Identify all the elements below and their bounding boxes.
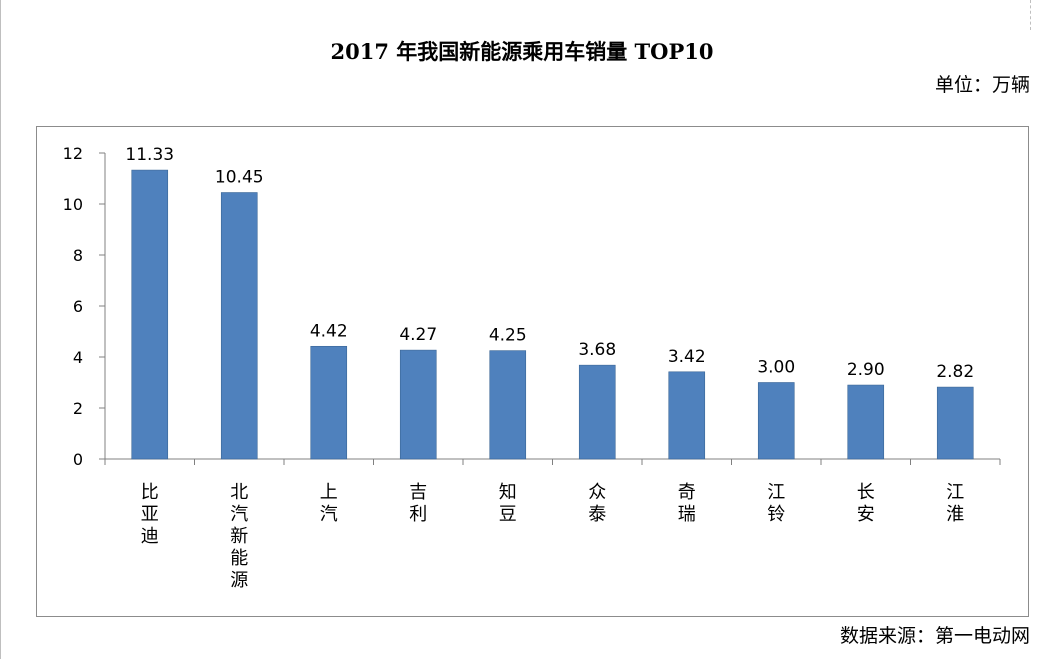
bar: [310, 345, 348, 460]
y-tick-label: 2: [73, 399, 83, 418]
category-label: 吉利: [409, 482, 427, 525]
bar: [757, 382, 795, 460]
bar: [668, 371, 706, 460]
value-label: 4.25: [489, 326, 527, 346]
bar: [847, 384, 885, 460]
value-label: 2.90: [847, 360, 885, 380]
bar: [578, 364, 616, 460]
value-label: 2.82: [936, 362, 974, 382]
value-label: 3.42: [668, 347, 706, 367]
value-label: 4.27: [399, 325, 437, 345]
chart-labels: 11.33 比亚迪 10.45 北汽新能源 4.42 上汽 4.27 吉利 4.25 知豆 3.68…: [125, 145, 974, 591]
y-tick-label: 10: [63, 195, 83, 214]
bar: [131, 169, 169, 460]
category-label: 北汽新能源: [230, 482, 248, 591]
bar: [220, 192, 258, 460]
chart-title: 2017 年我国新能源乘用车销量 TOP10: [330, 39, 714, 64]
page-edge-right: [1030, 0, 1032, 30]
bar: [399, 349, 437, 460]
page-edge-left: [0, 0, 1, 659]
source-label: 数据来源：第一电动网: [839, 625, 1030, 647]
value-label: 4.42: [310, 321, 348, 341]
value-label: 3.68: [578, 340, 616, 360]
category-label: 上汽: [320, 482, 338, 525]
value-label: 10.45: [215, 168, 264, 188]
y-tick-label: 0: [73, 450, 83, 469]
category-label: 知豆: [499, 482, 517, 525]
category-label: 江铃: [767, 482, 785, 525]
category-label: 长安: [857, 482, 875, 525]
bar: [489, 350, 527, 460]
y-tick-label: 6: [73, 297, 83, 316]
y-tick-label: 12: [63, 144, 83, 163]
category-label: 奇瑞: [678, 482, 696, 525]
y-tick-label: 8: [73, 246, 83, 265]
y-tick-label: 4: [73, 348, 83, 367]
chart-frame: [36, 126, 1029, 617]
unit-label: 单位：万辆: [934, 74, 1030, 96]
category-label: 江淮: [946, 482, 964, 525]
value-label: 11.33: [125, 145, 174, 165]
value-label: 3.00: [757, 358, 795, 378]
category-label: 众泰: [588, 482, 606, 525]
category-label: 比亚迪: [141, 482, 159, 547]
chart-bars: [131, 169, 974, 460]
bar: [936, 386, 974, 460]
